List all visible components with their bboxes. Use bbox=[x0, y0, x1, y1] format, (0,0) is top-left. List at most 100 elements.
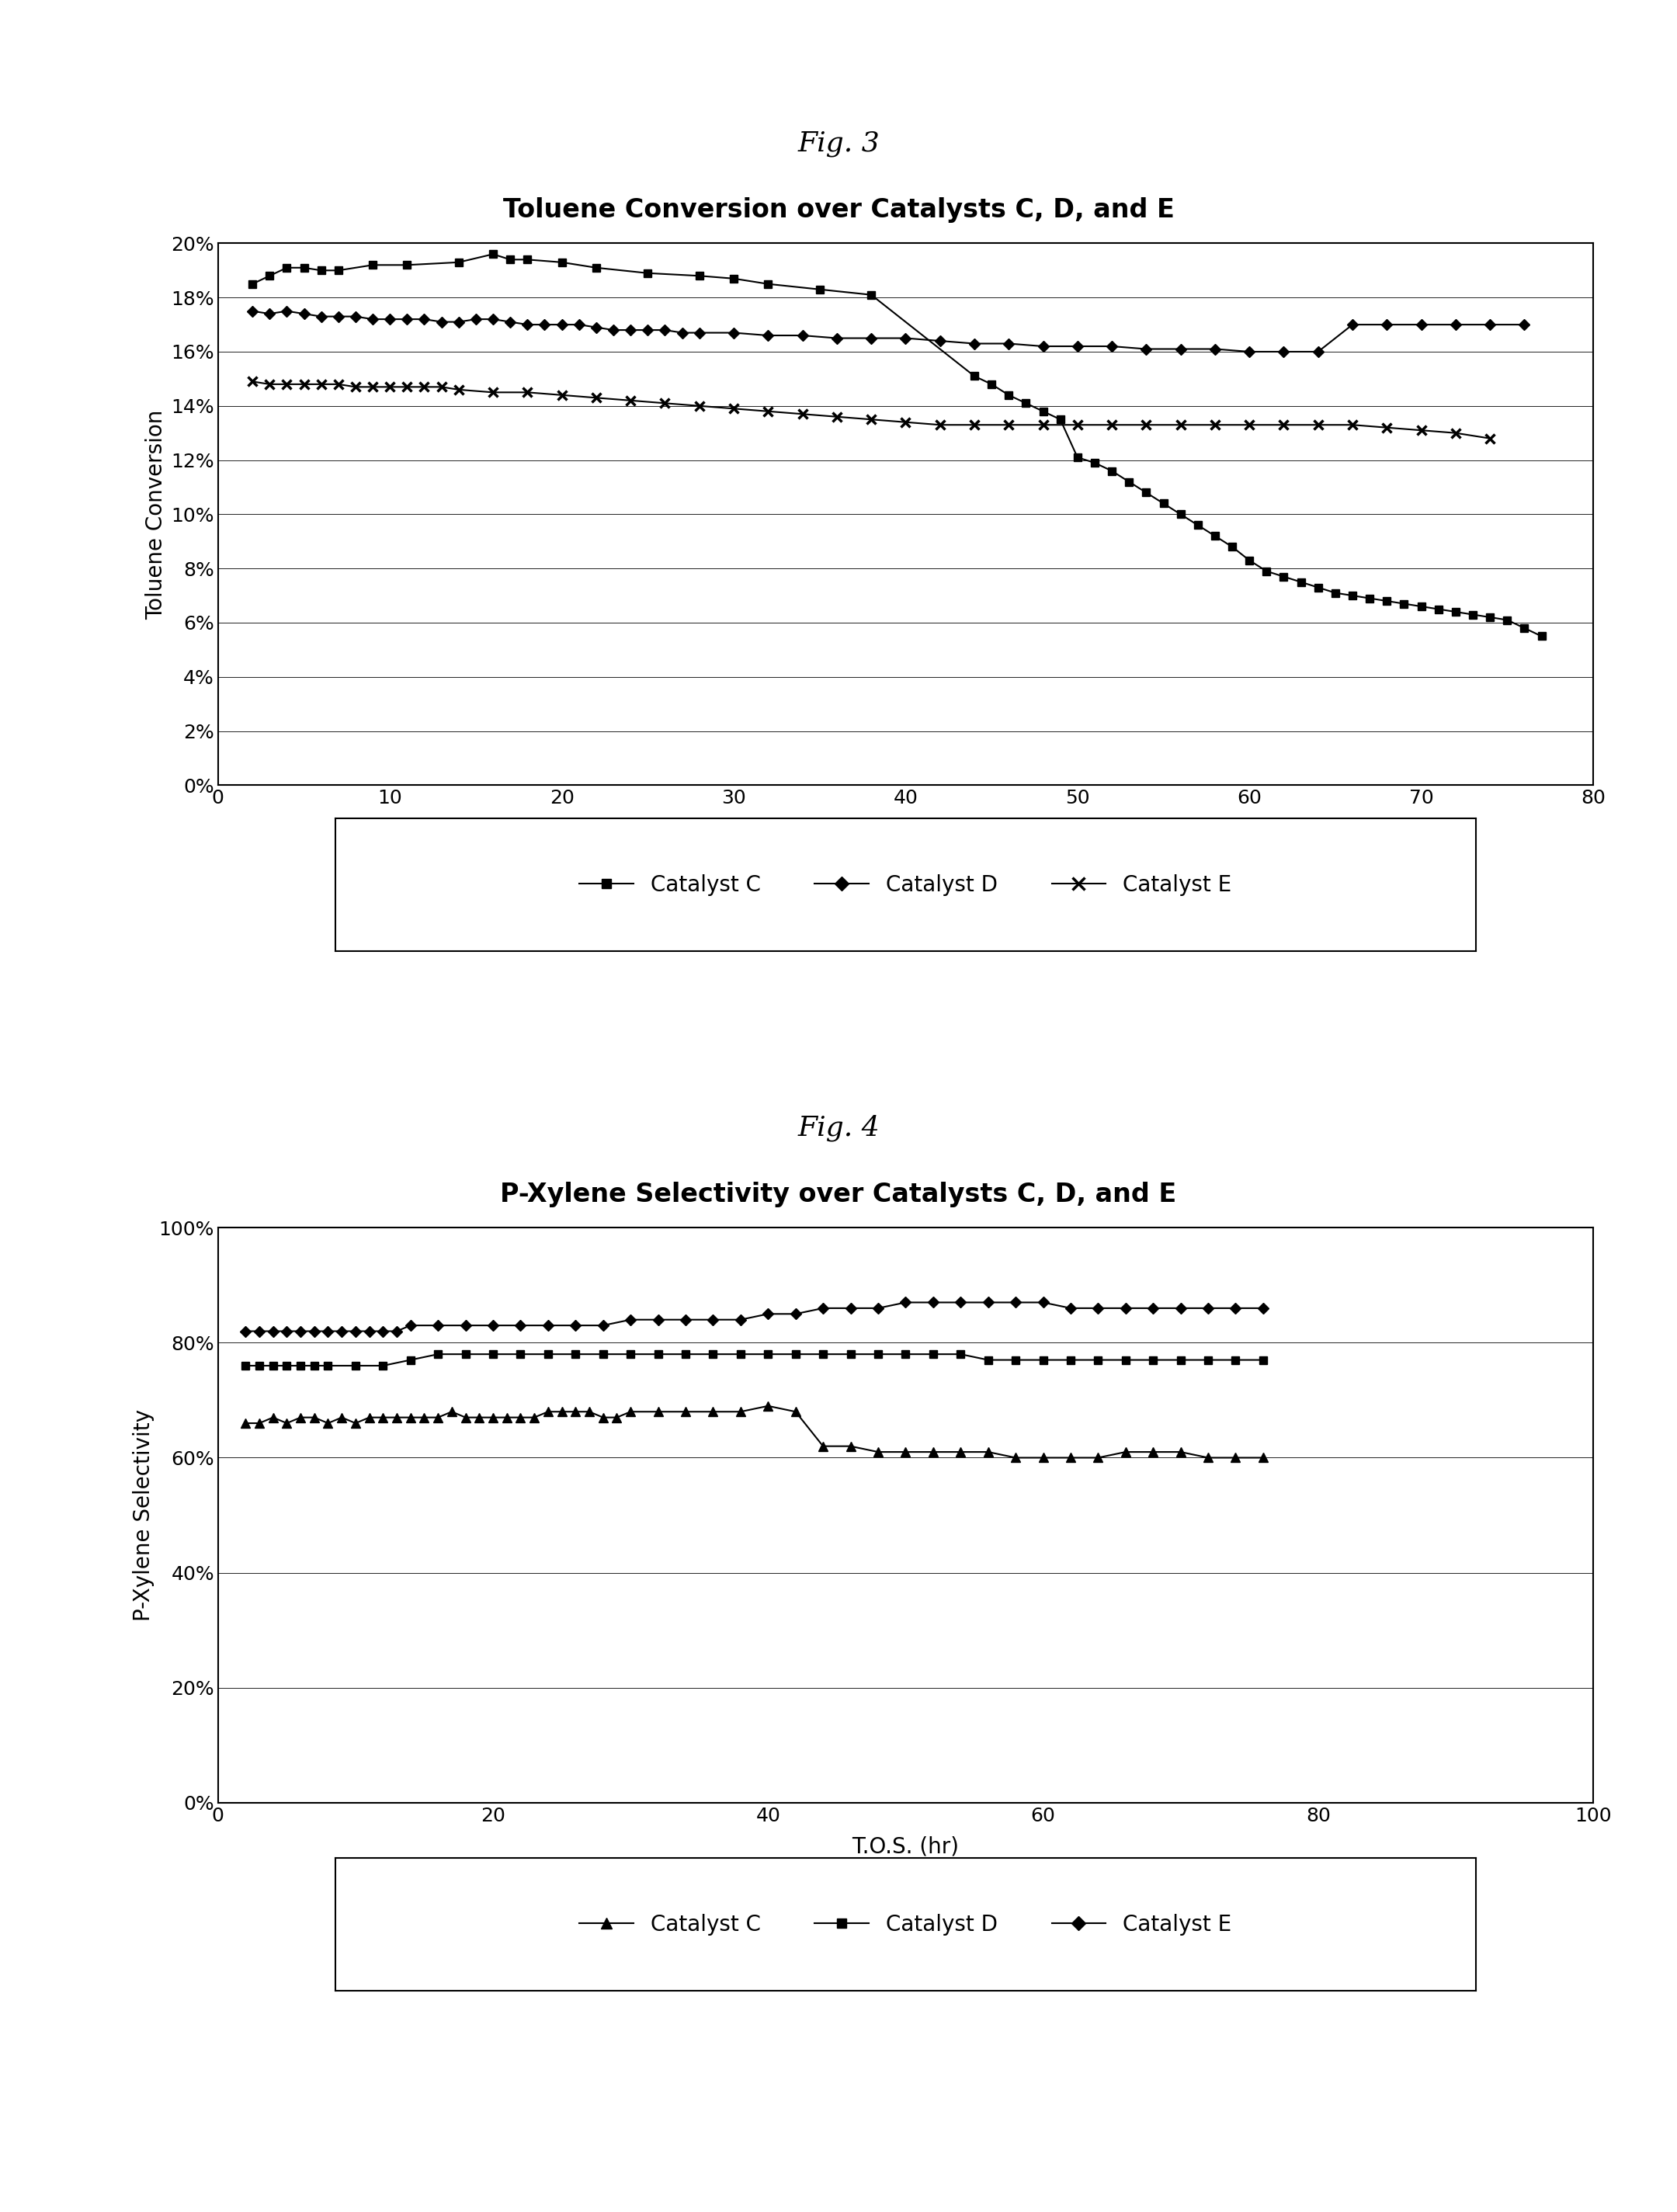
Catalyst E bbox=[587, 385, 607, 411]
Catalyst D bbox=[243, 299, 263, 325]
Text: Fig. 3: Fig. 3 bbox=[798, 131, 879, 157]
Catalyst E bbox=[372, 1318, 392, 1345]
Catalyst D bbox=[896, 1340, 916, 1367]
Catalyst E bbox=[456, 1312, 476, 1338]
Text: Fig. 4: Fig. 4 bbox=[798, 1115, 879, 1141]
Catalyst E bbox=[483, 378, 503, 405]
Catalyst E bbox=[260, 372, 280, 398]
Line: Catalyst C: Catalyst C bbox=[241, 1402, 1268, 1462]
Catalyst D bbox=[676, 1340, 696, 1367]
Catalyst E bbox=[1171, 1294, 1191, 1321]
Catalyst E bbox=[277, 1318, 297, 1345]
Catalyst C bbox=[1531, 624, 1551, 650]
Catalyst E bbox=[620, 1307, 641, 1334]
Catalyst E bbox=[785, 1301, 805, 1327]
Catalyst E bbox=[250, 1318, 270, 1345]
Line: Catalyst D: Catalyst D bbox=[248, 307, 1528, 356]
Catalyst D bbox=[813, 1340, 833, 1367]
Catalyst E bbox=[263, 1318, 283, 1345]
Catalyst E bbox=[758, 398, 778, 425]
Catalyst E bbox=[428, 1312, 448, 1338]
Line: Catalyst E: Catalyst E bbox=[248, 376, 1494, 442]
Catalyst E bbox=[620, 387, 641, 414]
Catalyst D bbox=[1239, 338, 1259, 365]
Catalyst D bbox=[929, 327, 949, 354]
Catalyst D bbox=[620, 1340, 641, 1367]
Catalyst C bbox=[785, 1398, 805, 1425]
Catalyst E bbox=[676, 1307, 696, 1334]
Catalyst D bbox=[1226, 1347, 1246, 1374]
Catalyst E bbox=[1412, 418, 1432, 445]
Catalyst E bbox=[964, 411, 984, 438]
Catalyst D bbox=[483, 1340, 503, 1367]
Catalyst E bbox=[594, 1312, 614, 1338]
Catalyst D bbox=[250, 1352, 270, 1378]
Catalyst E bbox=[387, 1318, 408, 1345]
Catalyst E bbox=[345, 1318, 366, 1345]
Catalyst C bbox=[565, 1398, 585, 1425]
Catalyst E bbox=[332, 1318, 352, 1345]
Catalyst E bbox=[381, 374, 401, 400]
Catalyst D bbox=[731, 1340, 751, 1367]
Catalyst E bbox=[1067, 411, 1087, 438]
Catalyst D bbox=[500, 310, 520, 336]
Catalyst E bbox=[1060, 1294, 1080, 1321]
Catalyst E bbox=[1033, 411, 1053, 438]
Text: Toluene Conversion over Catalysts C, D, and E: Toluene Conversion over Catalysts C, D, … bbox=[503, 197, 1174, 223]
Catalyst E bbox=[922, 1290, 942, 1316]
Catalyst E bbox=[1446, 420, 1466, 447]
Catalyst D bbox=[869, 1340, 889, 1367]
Catalyst E bbox=[362, 374, 382, 400]
Catalyst E bbox=[1226, 1294, 1246, 1321]
Legend: Catalyst C, Catalyst D, Catalyst E: Catalyst C, Catalyst D, Catalyst E bbox=[570, 1905, 1241, 1944]
Catalyst C bbox=[483, 241, 503, 268]
Catalyst E bbox=[552, 383, 572, 409]
Catalyst D bbox=[951, 1340, 971, 1367]
Catalyst E bbox=[827, 403, 847, 429]
Catalyst E bbox=[951, 1290, 971, 1316]
Catalyst E bbox=[978, 1290, 998, 1316]
Catalyst E bbox=[1088, 1294, 1108, 1321]
Catalyst E bbox=[724, 396, 745, 422]
Catalyst E bbox=[397, 374, 418, 400]
Catalyst C bbox=[500, 246, 520, 272]
Catalyst E bbox=[312, 372, 332, 398]
Catalyst D bbox=[594, 1340, 614, 1367]
Catalyst E bbox=[431, 374, 451, 400]
Catalyst E bbox=[929, 411, 949, 438]
Catalyst C bbox=[235, 1409, 255, 1436]
Catalyst D bbox=[703, 1340, 723, 1367]
Y-axis label: P-Xylene Selectivity: P-Xylene Selectivity bbox=[132, 1409, 154, 1621]
Line: Catalyst E: Catalyst E bbox=[241, 1298, 1266, 1336]
Catalyst D bbox=[1060, 1347, 1080, 1374]
Catalyst E bbox=[758, 1301, 778, 1327]
Catalyst E bbox=[1253, 1294, 1273, 1321]
Catalyst D bbox=[840, 1340, 860, 1367]
Catalyst E bbox=[869, 1294, 889, 1321]
Catalyst D bbox=[517, 312, 537, 338]
Catalyst D bbox=[277, 1352, 297, 1378]
Catalyst E bbox=[1137, 411, 1157, 438]
Catalyst D bbox=[290, 1352, 310, 1378]
Catalyst E bbox=[792, 400, 812, 427]
Catalyst D bbox=[785, 1340, 805, 1367]
Catalyst C bbox=[607, 1405, 627, 1431]
Catalyst E bbox=[293, 372, 314, 398]
Catalyst E bbox=[483, 1312, 503, 1338]
Catalyst D bbox=[428, 1340, 448, 1367]
Catalyst E bbox=[1006, 1290, 1026, 1316]
Catalyst E bbox=[235, 1318, 255, 1345]
Catalyst E bbox=[538, 1312, 558, 1338]
Catalyst D bbox=[647, 1340, 667, 1367]
Catalyst C bbox=[703, 1398, 723, 1425]
X-axis label: T.O.S. (hr): T.O.S. (hr) bbox=[852, 1836, 959, 1858]
Catalyst C bbox=[758, 1394, 778, 1420]
Catalyst C bbox=[1187, 511, 1207, 538]
Catalyst E bbox=[1275, 411, 1295, 438]
Catalyst E bbox=[277, 372, 297, 398]
Catalyst D bbox=[1144, 1347, 1164, 1374]
Catalyst E bbox=[1377, 414, 1397, 440]
Catalyst D bbox=[538, 1340, 558, 1367]
Catalyst E bbox=[319, 1318, 339, 1345]
Catalyst C bbox=[1171, 502, 1191, 529]
